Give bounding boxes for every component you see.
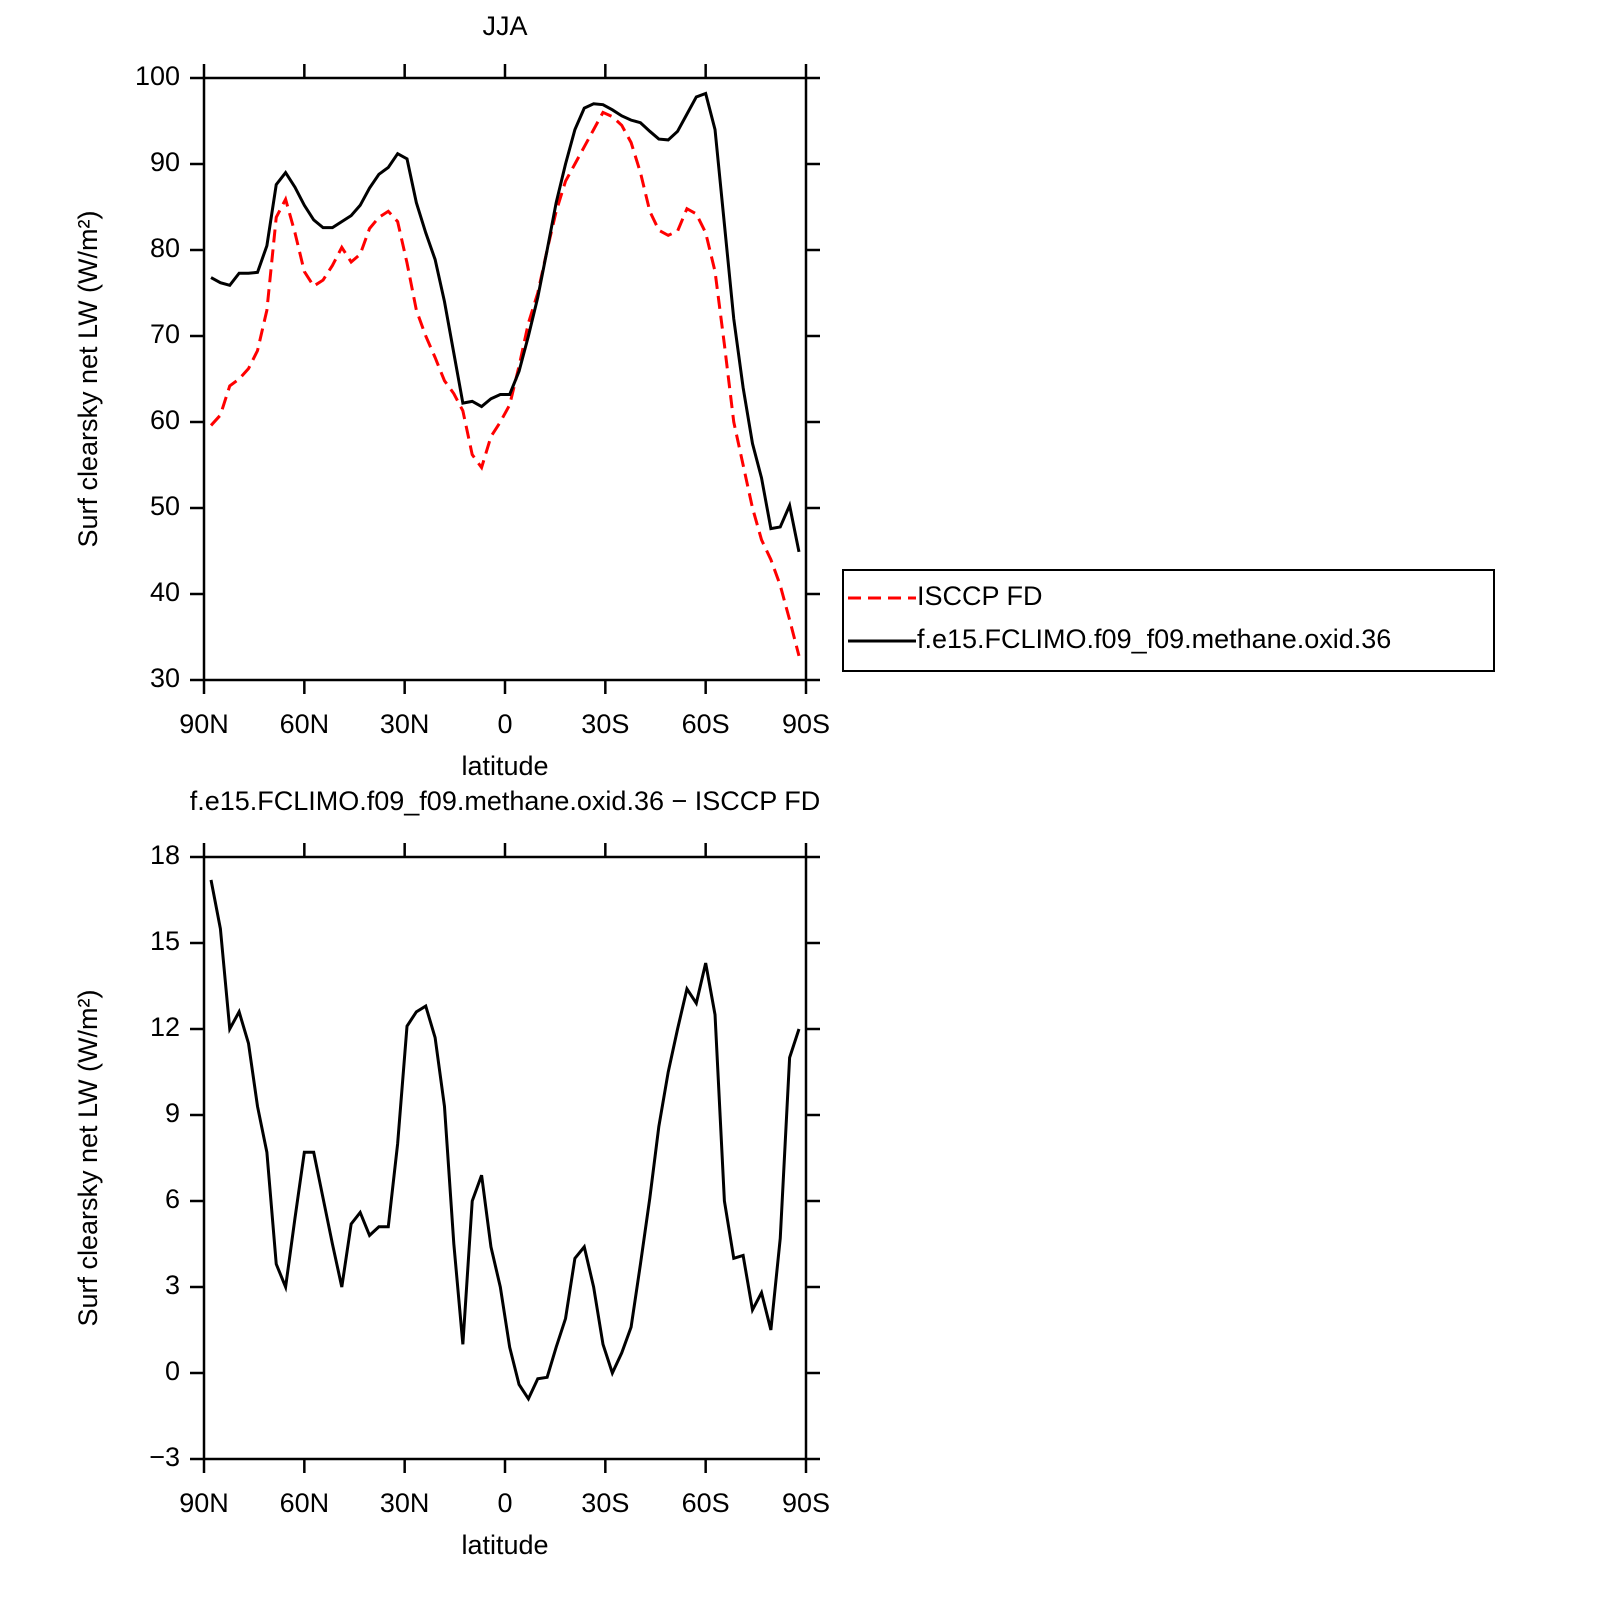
data-line	[210, 91, 801, 553]
plot-frame	[202, 855, 808, 1461]
x-tick-label: 30N	[380, 709, 430, 739]
data-line	[209, 879, 801, 1402]
x-tick-label: 30S	[581, 1488, 629, 1518]
y-axis-label: Surf clearsky net LW (W/m²)	[73, 210, 103, 547]
x-tick-label: 60S	[682, 1488, 730, 1518]
chart-title: f.e15.FCLIMO.f09_f09.methane.oxid.36 − I…	[190, 786, 821, 816]
y-axis-label: Surf clearsky net LW (W/m²)	[73, 989, 103, 1326]
legend-box	[842, 569, 1495, 672]
x-tick-label: 60N	[280, 709, 330, 739]
x-tick-label: 0	[497, 709, 512, 739]
y-tick-label: 9	[165, 1098, 180, 1128]
x-tick-label: 30N	[380, 1488, 430, 1518]
y-tick-label: 6	[165, 1184, 180, 1214]
data-line	[209, 110, 801, 657]
chart-title: JJA	[482, 11, 527, 41]
x-tick-label: 30S	[581, 709, 629, 739]
legend-label: ISCCP FD	[917, 581, 1043, 611]
x-tick-label: 90N	[179, 1488, 229, 1518]
y-tick-label: 60	[150, 405, 180, 435]
x-tick-label: 90S	[782, 709, 830, 739]
y-tick-label: 70	[150, 319, 180, 349]
y-tick-label: 80	[150, 233, 180, 263]
x-tick-label: 90N	[179, 709, 229, 739]
y-tick-label: 0	[165, 1356, 180, 1386]
plot-frame	[202, 76, 808, 682]
y-tick-label: 50	[150, 491, 180, 521]
x-tick-label: 0	[497, 1488, 512, 1518]
x-tick-label: 60S	[682, 709, 730, 739]
y-tick-label: 3	[165, 1270, 180, 1300]
x-tick-label: 90S	[782, 1488, 830, 1518]
y-tick-label: 18	[150, 840, 180, 870]
y-tick-label: 12	[150, 1012, 180, 1042]
y-tick-label: 30	[150, 663, 180, 693]
x-axis-label: latitude	[461, 1530, 548, 1560]
y-tick-label: 40	[150, 577, 180, 607]
legend-label: f.e15.FCLIMO.f09_f09.methane.oxid.36	[917, 624, 1391, 654]
x-axis-label: latitude	[461, 751, 548, 781]
y-tick-label: 15	[150, 926, 180, 956]
y-tick-label: 90	[150, 147, 180, 177]
y-tick-label: 100	[135, 61, 180, 91]
x-tick-label: 60N	[280, 1488, 330, 1518]
y-tick-label: −3	[149, 1442, 180, 1472]
